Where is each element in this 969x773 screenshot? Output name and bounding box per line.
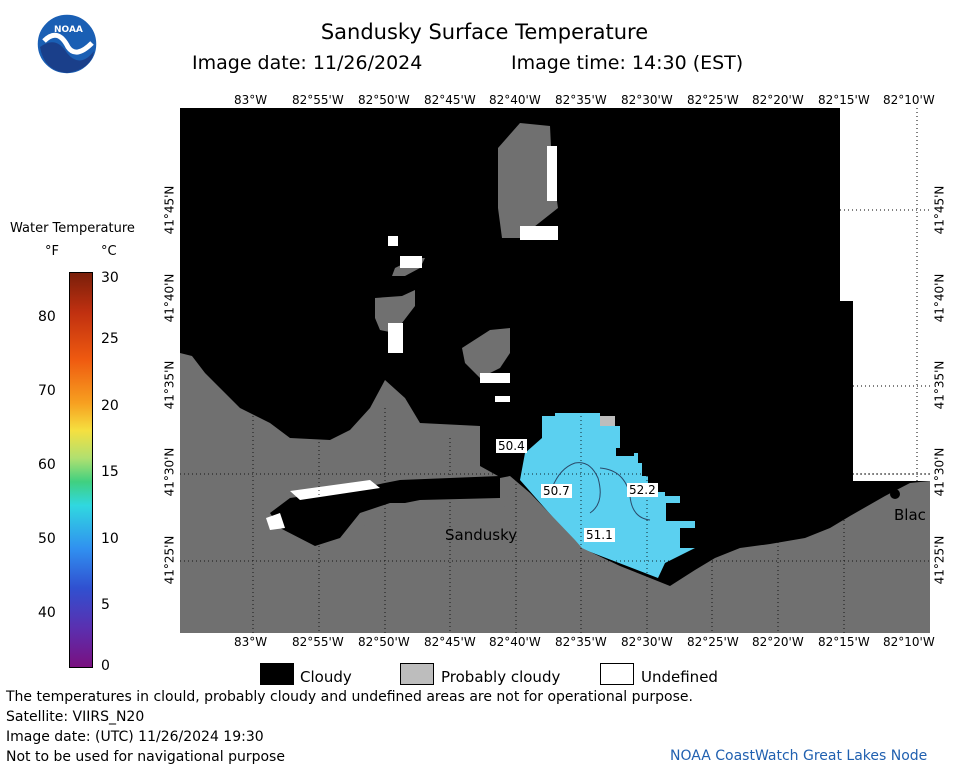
lon-label: 82°20'W (752, 635, 804, 649)
cloud-patch (666, 503, 706, 521)
lat-label: 41°35'N (932, 360, 947, 410)
lon-label: 82°50'W (358, 635, 410, 649)
lon-label: 82°30'W (621, 635, 673, 649)
c-tick: 0 (101, 658, 110, 674)
undefined-area (495, 396, 510, 402)
cloud-patch (616, 448, 634, 456)
lon-label: 82°55'W (292, 93, 344, 107)
c-tick: 10 (101, 531, 119, 547)
lat-label: 41°30'N (932, 447, 947, 497)
undefined-area (547, 146, 557, 201)
image-time: Image time: 14:30 (EST) (511, 52, 744, 74)
lon-label: 82°30'W (621, 93, 673, 107)
island (375, 290, 415, 333)
lat-label: 41°30'N (162, 447, 177, 497)
lon-label: 82°40'W (489, 93, 541, 107)
water-area (555, 413, 600, 441)
lon-label: 82°35'W (555, 635, 607, 649)
lon-label: 82°45'W (424, 635, 476, 649)
disclaimer-text: The temperatures in clould, probably clo… (6, 689, 693, 705)
unit-celsius: °C (101, 244, 117, 259)
place-label-sandusky: Sandusky (445, 526, 518, 544)
undefined-label: Undefined (641, 668, 718, 686)
unit-fahrenheit: °F (45, 244, 59, 259)
noaa-logo: NOAA (36, 13, 98, 75)
cloudy-label: Cloudy (300, 668, 352, 686)
undefined-area (520, 226, 558, 240)
lon-label: 82°25'W (687, 635, 739, 649)
f-tick: 40 (38, 605, 56, 621)
undefined-area (388, 323, 403, 353)
lat-label: 41°40'N (932, 273, 947, 323)
temperature-map (180, 108, 930, 633)
c-tick: 15 (101, 464, 119, 480)
f-tick: 80 (38, 309, 56, 325)
f-tick: 70 (38, 383, 56, 399)
undefined-area (480, 373, 510, 383)
c-tick: 25 (101, 331, 119, 347)
lon-label: 83°W (234, 635, 268, 649)
c-tick: 5 (101, 597, 110, 613)
probably-cloudy-area (600, 416, 615, 426)
lon-label: 82°45'W (424, 93, 476, 107)
water-area (520, 416, 695, 578)
image-date: Image date: 11/26/2024 (192, 52, 423, 74)
page-title: Sandusky Surface Temperature (320, 20, 649, 44)
color-scale-bar (69, 272, 93, 668)
place-label-blac: Blac (894, 506, 926, 524)
lon-label: 82°10'W (883, 635, 935, 649)
land-area (180, 353, 930, 633)
lon-label: 82°15'W (818, 635, 870, 649)
undefined-area (853, 386, 930, 481)
lat-label: 41°25'N (932, 535, 947, 585)
lon-label: 82°50'W (358, 93, 410, 107)
logo-text: NOAA (54, 25, 83, 35)
legend-title: Water Temperature (10, 221, 135, 236)
navigation-warning: Not to be used for navigational purpose (6, 749, 285, 765)
probably-cloudy-label: Probably cloudy (441, 668, 561, 686)
lat-label: 41°25'N (162, 535, 177, 585)
satellite-text: Satellite: VIIRS_N20 (6, 709, 145, 725)
undefined-swatch (600, 663, 634, 685)
temp-label: 51.1 (584, 528, 615, 542)
lon-label: 82°25'W (687, 93, 739, 107)
lat-label: 41°45'N (932, 185, 947, 235)
cloudy-swatch (260, 663, 294, 685)
lon-label: 82°10'W (883, 93, 935, 107)
location-marker (890, 489, 900, 499)
lon-label: 82°15'W (818, 93, 870, 107)
lon-label: 82°40'W (489, 635, 541, 649)
undefined-area (840, 108, 930, 301)
cloud-patch (680, 528, 710, 548)
undefined-area (290, 480, 380, 500)
lat-label: 41°45'N (162, 185, 177, 235)
lat-label: 41°40'N (162, 273, 177, 323)
f-tick: 50 (38, 531, 56, 547)
c-tick: 30 (101, 270, 119, 286)
temp-label: 52.2 (627, 483, 658, 497)
lon-label: 82°35'W (555, 93, 607, 107)
temp-label: 50.7 (541, 484, 572, 498)
island (498, 123, 558, 238)
island (462, 328, 510, 378)
island (388, 236, 398, 246)
coastwatch-node-label: NOAA CoastWatch Great Lakes Node (670, 748, 928, 764)
lon-label: 82°55'W (292, 635, 344, 649)
probably-cloudy-swatch (400, 663, 434, 685)
undefined-area (400, 256, 422, 268)
undefined-area (853, 301, 930, 386)
lon-label: 83°W (234, 93, 268, 107)
undefined-area (266, 513, 285, 530)
c-tick: 20 (101, 398, 119, 414)
temp-label: 50.4 (496, 439, 527, 453)
lon-label: 82°20'W (752, 93, 804, 107)
lat-label: 41°35'N (162, 360, 177, 410)
f-tick: 60 (38, 457, 56, 473)
utc-date-text: Image date: (UTC) 11/26/2024 19:30 (6, 729, 264, 745)
map-svg (180, 108, 930, 633)
